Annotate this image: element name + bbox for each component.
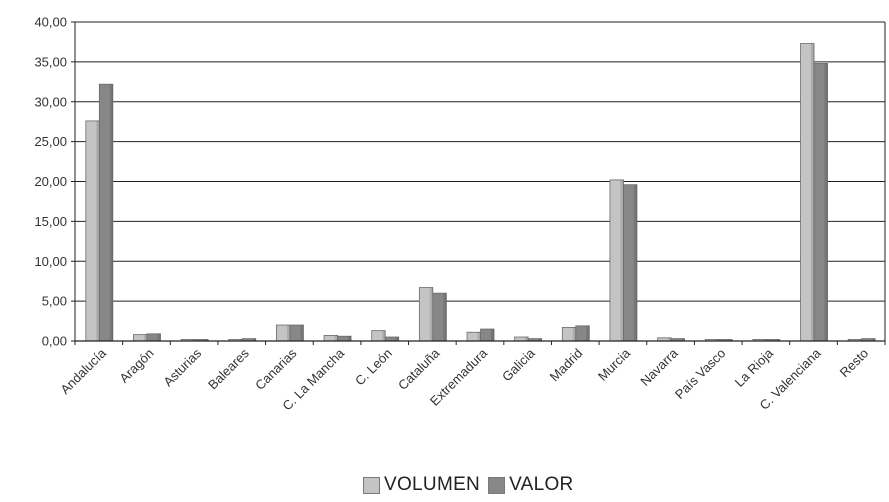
- bar-shade: [191, 339, 195, 341]
- bar-shade: [668, 337, 672, 341]
- bar-shade: [300, 325, 304, 341]
- bar-shade: [729, 339, 733, 341]
- bar-shade: [572, 327, 576, 341]
- bar-shade: [491, 329, 494, 341]
- gridlines: [75, 21, 885, 342]
- y-tick-label: 20,00: [34, 174, 67, 189]
- bar-shade: [157, 333, 161, 341]
- bar-shade: [525, 337, 529, 341]
- x-axis-labels: Andalucía Aragón Asturias Baleares Canarias C…: [57, 345, 871, 413]
- bar-shade: [763, 339, 767, 341]
- y-tick-label: 35,00: [34, 54, 67, 69]
- legend-label-valor: VALOR: [509, 474, 574, 495]
- x-tick-label: Andalucía: [57, 345, 109, 397]
- x-tick-label: Aragón: [116, 346, 156, 386]
- bar-shade: [811, 43, 815, 341]
- bar-shade: [348, 336, 352, 341]
- y-tick-label: 40,00: [34, 15, 67, 30]
- y-tick-label: 30,00: [34, 94, 67, 109]
- x-tick-label: Madrid: [547, 346, 586, 385]
- y-tick-label: 10,00: [34, 254, 67, 269]
- x-tick-label: Galicia: [499, 345, 538, 384]
- x-tick-label: Resto: [837, 346, 872, 381]
- x-tick-label: Baleares: [205, 345, 252, 392]
- bar-shade: [681, 338, 685, 341]
- legend-item-valor: VALOR: [488, 474, 574, 496]
- x-tick-label: País Vasco: [672, 346, 728, 402]
- y-tick-label: 5,00: [42, 294, 67, 309]
- legend: VOLUMEN VALOR: [363, 474, 582, 496]
- legend-swatch-valor: [488, 476, 506, 494]
- bar-shade: [334, 335, 338, 341]
- x-tick-label: C. León: [352, 346, 395, 389]
- bar-shade: [205, 339, 209, 341]
- y-axis-ticks: 0,00 5,00 10,00 15,00 20,00 25,00 30,00 35,00 40…: [34, 15, 75, 349]
- y-tick-label: 0,00: [42, 334, 67, 349]
- axes: [74, 22, 886, 345]
- x-tick-label: Murcia: [595, 345, 634, 384]
- bar-shade: [586, 325, 590, 341]
- bar-shade: [239, 339, 243, 341]
- bar-shade: [620, 179, 624, 341]
- bar-shade: [96, 120, 100, 341]
- x-tick-label: Navarra: [637, 345, 681, 389]
- bar-shade: [109, 84, 113, 341]
- bar-shade: [538, 338, 542, 341]
- bar-shade: [715, 339, 719, 341]
- legend-swatch-volumen: [363, 476, 380, 494]
- bar-shade: [143, 334, 147, 341]
- legend-label-volumen: VOLUMEN: [384, 474, 481, 495]
- bar-shade: [382, 330, 386, 341]
- bars: [85, 43, 876, 342]
- bar-shade: [824, 63, 828, 341]
- x-tick-label: Cataluña: [395, 345, 443, 393]
- x-tick-label: Canarias: [252, 345, 300, 393]
- bar-shade: [477, 332, 481, 341]
- y-tick-label: 25,00: [34, 134, 67, 149]
- bar-shade: [443, 293, 447, 341]
- bar-shade: [872, 338, 876, 341]
- x-tick-label: Asturias: [160, 345, 204, 389]
- y-tick-label: 15,00: [34, 214, 67, 229]
- bar-shade: [776, 339, 780, 341]
- bar-shade: [858, 339, 862, 341]
- bar-shade: [395, 337, 399, 341]
- bar-shade: [252, 338, 256, 341]
- bar-shade: [429, 287, 433, 341]
- legend-item-volumen: VOLUMEN: [363, 474, 480, 496]
- x-tick-label: La Rioja: [732, 345, 777, 390]
- bar-shade: [286, 325, 290, 341]
- bar-shade: [633, 184, 637, 341]
